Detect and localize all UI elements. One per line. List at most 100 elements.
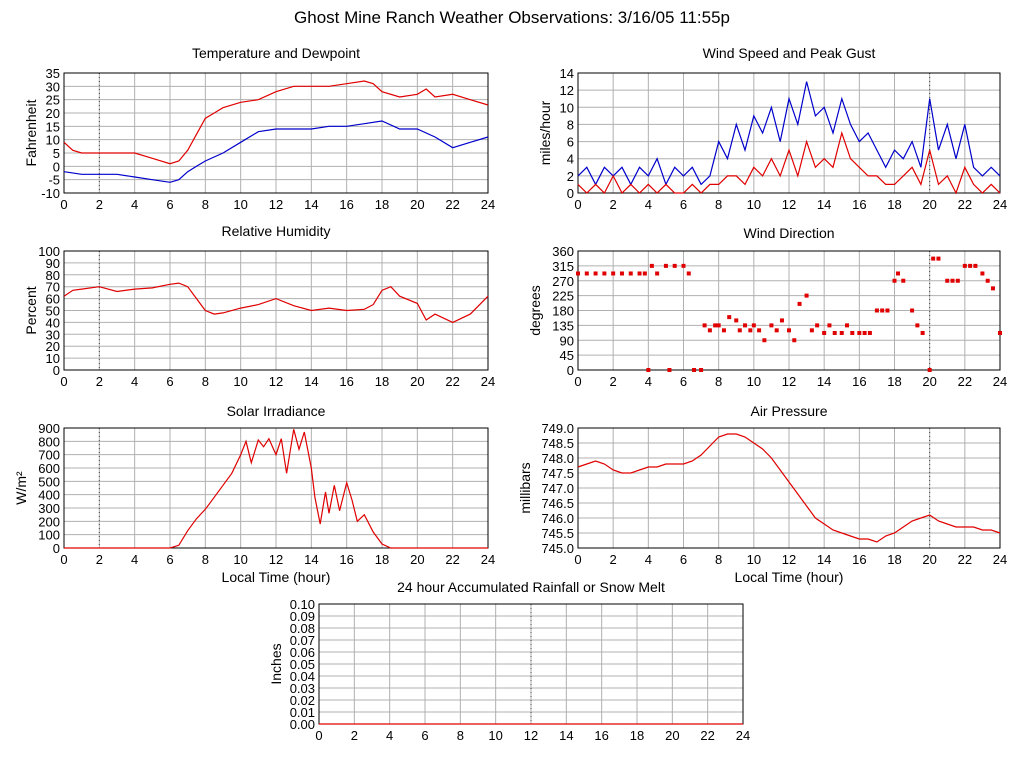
rh-xtick-label: 22 <box>445 374 459 389</box>
solar-series-red-line <box>64 429 488 549</box>
wdir-ytick-label: 225 <box>552 289 574 304</box>
pressure-xtick-label: 14 <box>817 552 831 567</box>
wdir-point <box>667 368 672 372</box>
pressure-plot-frame <box>577 427 1001 549</box>
solar-xtick-label: 14 <box>304 552 318 567</box>
wind-xtick-label: 24 <box>993 197 1007 212</box>
rh-xtick-label: 4 <box>131 374 138 389</box>
wdir-xtick-label: 2 <box>610 374 617 389</box>
wdir-point <box>743 323 748 328</box>
wdir-point <box>973 263 978 268</box>
wdir-point <box>920 330 925 335</box>
wdir-xtick-label: 18 <box>887 374 901 389</box>
temp-xtick-label: 0 <box>60 197 67 212</box>
solar-xtick-label: 16 <box>339 552 353 567</box>
rh-ytick-label: 70 <box>46 280 60 295</box>
wdir-point <box>655 271 660 276</box>
rh-xtick-label: 24 <box>481 374 495 389</box>
rain-xtick-label: 0 <box>315 728 322 743</box>
wdir-xtick-label: 10 <box>747 374 761 389</box>
wdir-ytick-label: 45 <box>560 348 574 363</box>
rh-xtick-label: 14 <box>304 374 318 389</box>
temp-chart-title: Temperature and Dewpoint <box>192 45 360 61</box>
wind-ytick-label: 6 <box>567 135 574 150</box>
temp-xtick-label: 8 <box>202 197 209 212</box>
wdir-xtick-label: 8 <box>715 374 722 389</box>
rain-ytick-label: 0.05 <box>290 657 315 672</box>
wdir-point <box>990 286 995 291</box>
wind-series-red-line <box>577 130 1001 195</box>
wind-xtick-label: 8 <box>715 197 722 212</box>
rh-chart-title: Relative Humidity <box>222 223 331 239</box>
rh-ytick-label: 80 <box>46 268 60 283</box>
wdir-xtick-label: 16 <box>852 374 866 389</box>
wdir-point <box>931 256 936 261</box>
temp-ytick-label: 10 <box>46 133 60 148</box>
wind-series-blue-line <box>577 81 1001 186</box>
rh-xtick-label: 8 <box>202 374 209 389</box>
wind-ytick-label: 14 <box>560 66 574 81</box>
temp-ytick-label: 5 <box>53 146 60 161</box>
wind-xtick-label: 6 <box>680 197 687 212</box>
pressure-xtick-label: 8 <box>715 552 722 567</box>
wdir-point <box>734 318 739 323</box>
pressure-ytick-label: 748.0 <box>541 451 574 466</box>
wdir-point <box>874 308 879 313</box>
temp-xtick-label: 22 <box>445 197 459 212</box>
temp-ytick-label: -10 <box>41 186 60 201</box>
wdir-point <box>955 278 960 283</box>
wind-xtick-label: 0 <box>574 197 581 212</box>
solar-xtick-label: 4 <box>131 552 138 567</box>
rh-ytick-label: 50 <box>46 304 60 319</box>
rh-series-red-line <box>63 282 489 324</box>
pressure-ytick-label: 749.0 <box>541 421 574 436</box>
solar-xtick-label: 2 <box>96 552 103 567</box>
wdir-point <box>822 330 827 335</box>
temp-xtick-label: 6 <box>166 197 173 212</box>
wdir-point <box>611 271 616 276</box>
wdir-point <box>628 271 633 276</box>
wdir-point <box>867 330 872 335</box>
temp-series-red-line <box>63 80 489 165</box>
solar-xtick-label: 10 <box>233 552 247 567</box>
wdir-xtick-label: 0 <box>574 374 581 389</box>
pressure-chart-title: Air Pressure <box>750 403 827 419</box>
wdir-ytick-label: 0 <box>567 363 574 378</box>
solar-plot-frame <box>63 427 489 549</box>
wdir-point <box>885 308 890 313</box>
rh-xtick-label: 0 <box>60 374 67 389</box>
wdir-xtick-label: 6 <box>680 374 687 389</box>
temp-xtick-label: 4 <box>131 197 138 212</box>
rh-ytick-label: 0 <box>53 363 60 378</box>
wdir-ytick-label: 360 <box>552 244 574 259</box>
rain-xtick-label: 22 <box>700 728 714 743</box>
wdir-point <box>787 328 791 333</box>
pressure-ytick-label: 746.0 <box>541 511 574 526</box>
rh-ytick-label: 10 <box>46 351 60 366</box>
rain-ytick-label: 0.03 <box>290 681 315 696</box>
wdir-point <box>915 323 920 328</box>
temp-xtick-label: 20 <box>410 197 424 212</box>
wdir-point <box>751 323 756 328</box>
wdir-point <box>702 323 707 328</box>
pressure-xlabel: Local Time (hour) <box>735 569 844 585</box>
wdir-point <box>748 328 753 333</box>
wdir-ytick-label: 270 <box>552 274 574 289</box>
rain-ytick-label: 0.02 <box>290 693 315 708</box>
wdir-point <box>727 315 732 320</box>
solar-ytick-label: 500 <box>38 474 60 489</box>
pressure-xtick-label: 24 <box>993 552 1007 567</box>
solar-ytick-label: 300 <box>38 501 60 516</box>
wdir-point <box>699 368 704 372</box>
pressure-xtick-label: 22 <box>958 552 972 567</box>
solar-ytick-label: 600 <box>38 461 60 476</box>
wdir-xtick-label: 20 <box>922 374 936 389</box>
rh-plot-frame <box>63 250 489 371</box>
wdir-ytick-label: 315 <box>552 259 574 274</box>
rain-xtick-label: 24 <box>736 728 750 743</box>
temp-xtick-label: 10 <box>233 197 247 212</box>
wdir-point <box>936 256 941 261</box>
rain-xtick-label: 14 <box>559 728 573 743</box>
wdir-point <box>857 330 862 335</box>
pressure-xtick-label: 10 <box>747 552 761 567</box>
